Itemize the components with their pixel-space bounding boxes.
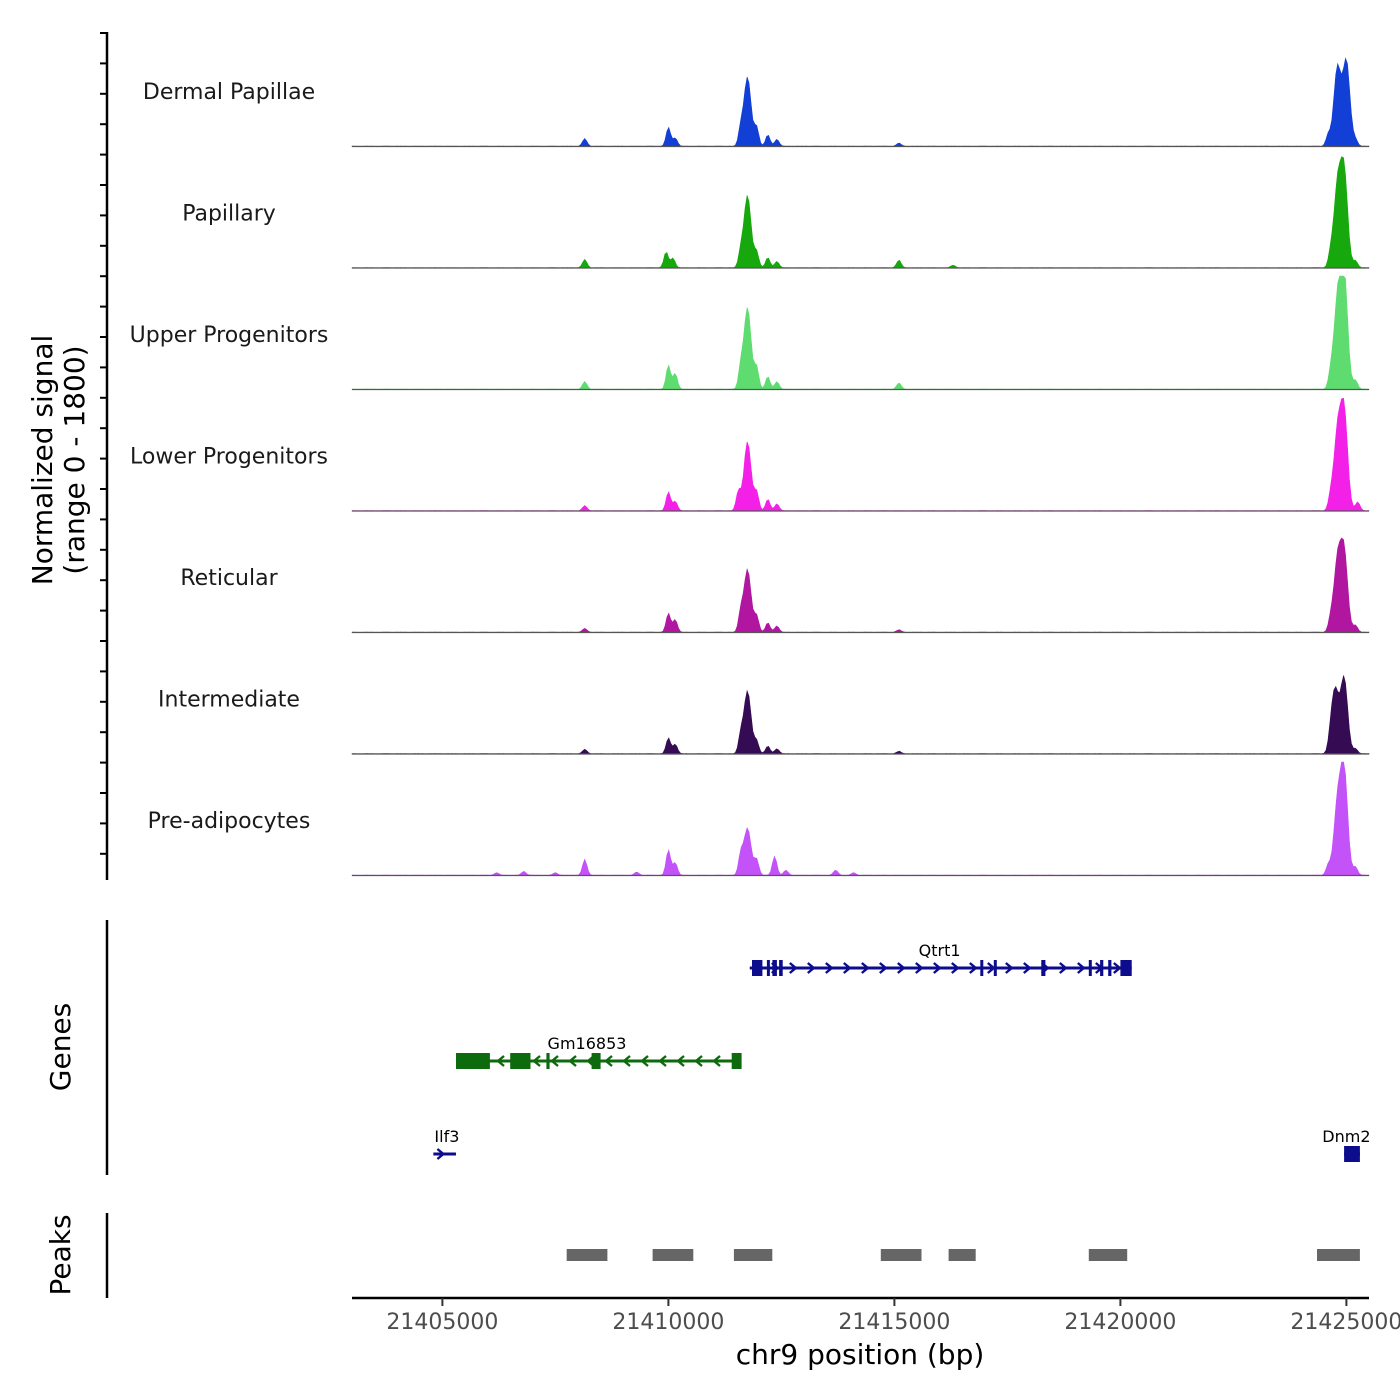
x-axis-title: chr9 position (bp): [736, 1338, 985, 1371]
strand-chevron: [843, 962, 852, 974]
strand-chevron: [436, 1148, 446, 1160]
gene-exon: [980, 960, 984, 976]
track-label: Lower Progenitors: [130, 445, 328, 470]
gene-exon: [779, 960, 783, 976]
gene-annotations: Qtrt1 Gm16853 Ilf3 Dnm2: [433, 941, 1371, 1162]
strand-chevron: [1113, 962, 1122, 974]
coverage-area: [351, 675, 1370, 755]
strand-chevron: [622, 1055, 631, 1067]
gene-label: Dnm2: [1322, 1127, 1370, 1146]
track-label: Pre-adipocytes: [148, 809, 311, 834]
strand-chevron: [496, 1055, 505, 1067]
coverage-area: [351, 397, 1370, 512]
gene-label: Ilf3: [434, 1127, 459, 1146]
strand-chevron: [807, 962, 816, 974]
gene-exon: [510, 1053, 531, 1069]
gene-exon: [752, 960, 763, 976]
gene-exon: [456, 1053, 490, 1069]
gene-exon: [766, 960, 770, 976]
strand-chevron: [1023, 962, 1032, 974]
strand-chevron: [897, 962, 906, 974]
peak-region: [733, 1249, 773, 1261]
strand-chevron: [933, 962, 942, 974]
strand-chevron: [658, 1055, 667, 1067]
track-label: Reticular: [180, 566, 278, 591]
signal-y-axis-title-line2: (range 0 - 1800): [58, 345, 91, 574]
gene-exon: [731, 1053, 742, 1069]
strand-chevron: [861, 962, 870, 974]
gene-exon: [1088, 960, 1092, 976]
gene-label: Gm16853: [548, 1034, 627, 1053]
strand-chevron: [568, 1055, 577, 1067]
gene-exon: [1041, 960, 1046, 976]
strand-chevron: [1059, 962, 1068, 974]
coverage-track: Upper Progenitors: [130, 275, 1370, 391]
coverage-track: Pre-adipocytes: [148, 761, 1370, 877]
gene-model: Gm16853: [455, 1034, 742, 1069]
peak-region: [880, 1249, 922, 1261]
track-label: Upper Progenitors: [130, 323, 329, 348]
peak-region: [566, 1249, 608, 1261]
signal-y-axis-ticks: [100, 32, 107, 855]
gene-exon: [1120, 960, 1132, 976]
gene-model: Dnm2: [1322, 1127, 1371, 1162]
peak-region: [652, 1249, 694, 1261]
strand-chevron: [825, 962, 834, 974]
gene-exon: [1344, 1146, 1360, 1162]
strand-chevron: [676, 1055, 685, 1067]
coverage-track: Lower Progenitors: [130, 397, 1370, 512]
strand-chevron: [604, 1055, 613, 1067]
strand-chevron: [915, 962, 924, 974]
strand-chevron: [789, 962, 798, 974]
x-tick-label: 21415000: [838, 1310, 950, 1335]
peaks-axis-title: Peaks: [44, 1214, 77, 1295]
gene-exon: [1100, 960, 1104, 976]
peak-region: [1088, 1249, 1128, 1261]
coverage-area: [351, 761, 1370, 876]
strand-chevron: [969, 962, 978, 974]
coverage-tracks: Dermal Papillae Papillary Upper Progenitor…: [130, 57, 1370, 877]
x-tick-label: 21425000: [1290, 1310, 1400, 1335]
strand-chevron: [879, 962, 888, 974]
track-label: Dermal Papillae: [143, 80, 315, 105]
genes-axis-title: Genes: [44, 1003, 77, 1091]
x-tick-label: 21405000: [386, 1310, 498, 1335]
gene-exon: [591, 1053, 601, 1069]
coverage-track: Dermal Papillae: [143, 57, 1370, 148]
x-axis-ticks: 21405000 21410000 21415000 21420000 21425000: [386, 1298, 1400, 1335]
peak-regions: [566, 1249, 1360, 1261]
x-tick-label: 21410000: [612, 1310, 724, 1335]
strand-chevron: [694, 1055, 703, 1067]
coverage-area: [351, 57, 1370, 147]
peak-region: [948, 1249, 976, 1261]
strand-chevron: [550, 1055, 559, 1067]
strand-chevron: [640, 1055, 649, 1067]
gene-exon: [772, 960, 777, 976]
coverage-area: [351, 275, 1370, 390]
coverage-area: [351, 156, 1370, 269]
strand-chevron: [1005, 962, 1014, 974]
track-label: Papillary: [182, 202, 276, 227]
gene-model: Ilf3: [433, 1127, 459, 1160]
strand-chevron: [1077, 962, 1086, 974]
signal-y-axis-title-line1: Normalized signal: [26, 335, 59, 586]
strand-chevron: [532, 1055, 541, 1067]
strand-chevron: [951, 962, 960, 974]
gene-exon: [546, 1053, 550, 1069]
peak-region: [1317, 1249, 1360, 1261]
coverage-track: Intermediate: [158, 675, 1370, 755]
gene-exon: [993, 960, 997, 976]
track-label: Intermediate: [158, 688, 300, 713]
coverage-area: [351, 537, 1370, 633]
gene-exon: [1108, 960, 1112, 976]
coverage-track: Reticular: [180, 537, 1370, 634]
strand-chevron: [712, 1055, 721, 1067]
x-tick-label: 21420000: [1064, 1310, 1176, 1335]
coverage-track: Papillary: [182, 156, 1370, 269]
gene-label: Qtrt1: [919, 941, 961, 960]
gene-model: Qtrt1: [749, 941, 1132, 976]
